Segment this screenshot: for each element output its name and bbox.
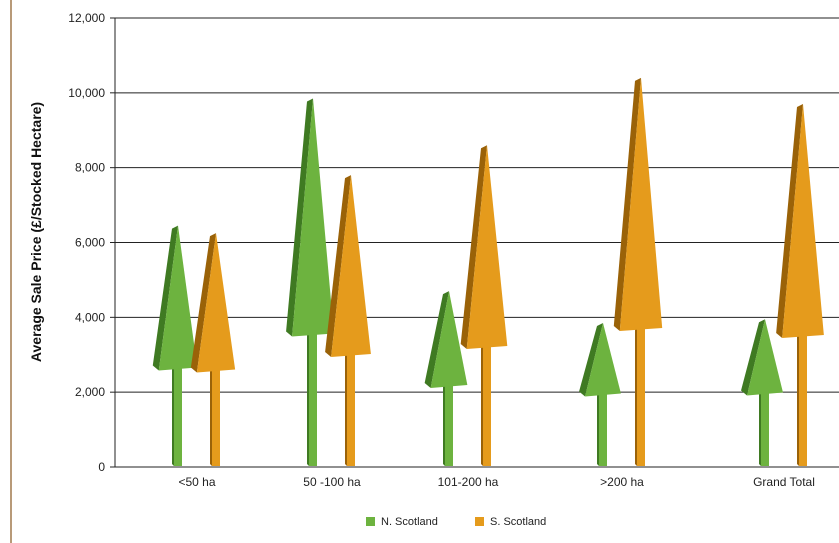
x-tick-label: 101-200 ha (438, 475, 499, 489)
bar-s-scotland (191, 233, 235, 466)
x-tick-label: >200 ha (600, 475, 644, 489)
y-tick-label: 2,000 (75, 385, 105, 399)
x-tick-label: 50 -100 ha (303, 475, 361, 489)
y-tick-label: 12,000 (68, 11, 105, 25)
bar-s-scotland (776, 104, 824, 466)
legend-label: N. Scotland (381, 516, 438, 528)
y-tick-label: 4,000 (75, 310, 105, 324)
bar-n-scotland (741, 319, 783, 466)
legend-swatch (366, 517, 375, 526)
legend-label: S. Scotland (490, 516, 546, 528)
x-axis-labels: <50 ha 50 -100 ha 101-200 ha >200 ha Grand T… (178, 475, 814, 489)
bar-n-scotland (153, 226, 197, 466)
y-axis-ticks: 0 2,000 4,000 6,000 8,000 10,000 12,000 (68, 11, 115, 474)
legend-swatch (475, 517, 484, 526)
bar-s-scotland (325, 175, 371, 466)
bar-s-scotland (614, 78, 662, 466)
bar-s-scotland (461, 145, 508, 466)
y-axis-label: Average Sale Price (£/Stocked Hectare) (28, 102, 44, 362)
x-tick-label: Grand Total (753, 475, 815, 489)
bar-n-scotland (286, 98, 334, 466)
y-tick-label: 8,000 (75, 161, 105, 175)
legend: N. Scotland S. Scotland (366, 516, 546, 528)
tree-bars (153, 78, 824, 466)
bar-n-scotland (579, 323, 621, 466)
x-tick-label: <50 ha (178, 475, 215, 489)
y-tick-label: 10,000 (68, 86, 105, 100)
y-tick-label: 6,000 (75, 236, 105, 250)
y-tick-label: 0 (98, 460, 105, 474)
